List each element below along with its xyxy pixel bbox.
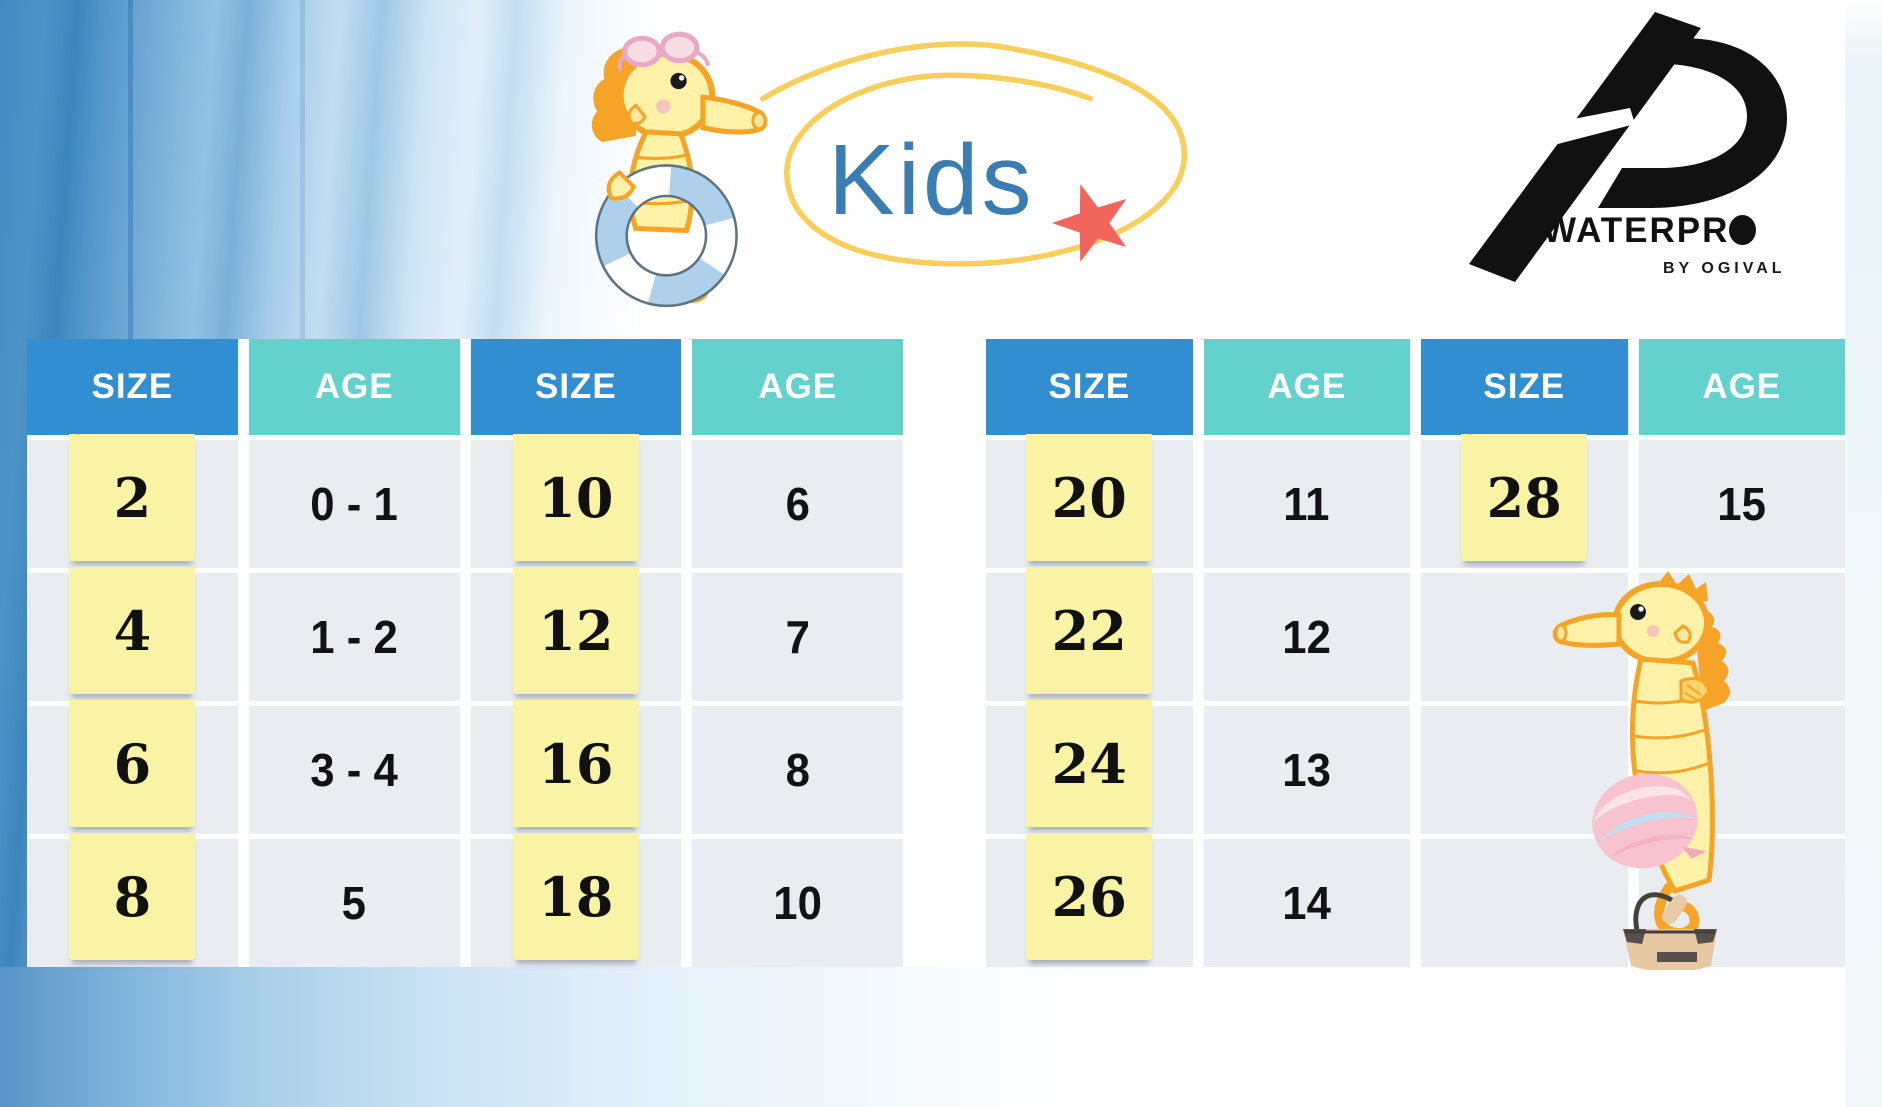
- size-cell: 2: [27, 434, 238, 568]
- header-cell-age: AGE: [1638, 339, 1845, 435]
- goggles-icon: [617, 31, 711, 72]
- age-cell: 6: [692, 440, 903, 568]
- size-cell: 12: [470, 567, 682, 701]
- sticky-note: 20: [1026, 434, 1153, 561]
- age-cell: 11: [1203, 440, 1410, 568]
- header-cell-size: SIZE: [986, 339, 1193, 435]
- age-cell: 7: [692, 573, 903, 701]
- sticky-note: 12: [512, 567, 639, 694]
- sticky-note: 16: [512, 700, 639, 827]
- lightning-p-logo-icon: [1465, 12, 1787, 282]
- sticky-note: 10: [512, 434, 639, 561]
- age-cell: 8: [692, 706, 903, 834]
- size-cell: 22: [986, 567, 1193, 701]
- title-ellipse-doodle: [760, 41, 1187, 267]
- empty-cell: [1421, 839, 1628, 967]
- sticky-note: 26: [1026, 833, 1153, 960]
- brand-name-o-dot: O: [1729, 215, 1757, 245]
- sticky-note: 2: [69, 434, 196, 561]
- age-cell: 12: [1203, 573, 1410, 701]
- sticky-note: 22: [1026, 567, 1153, 694]
- size-cell: 8: [27, 833, 238, 967]
- age-cell: 0 - 1: [248, 440, 460, 568]
- watercolor-background-right-edge: [1845, 0, 1882, 1107]
- shell-icon: [1592, 773, 1707, 869]
- age-cell: 10: [692, 839, 903, 967]
- bucket-icon: [1623, 892, 1717, 970]
- age-cell: 15: [1638, 440, 1845, 568]
- header-cell-age: AGE: [692, 339, 903, 435]
- sticky-note: 24: [1026, 700, 1153, 827]
- size-cell: 26: [986, 833, 1193, 967]
- age-cell: 3 - 4: [248, 706, 460, 834]
- size-cell: 28: [1421, 434, 1628, 568]
- size-cell: 6: [27, 700, 238, 834]
- size-cell: 10: [470, 434, 682, 568]
- header-cell-size: SIZE: [470, 339, 682, 435]
- empty-cell: [1421, 706, 1628, 834]
- age-cell: 1 - 2: [248, 573, 460, 701]
- header-cell-size: SIZE: [1421, 339, 1628, 435]
- brand-byline: BY OGIVAL: [1663, 260, 1786, 277]
- age-cell: 5: [248, 839, 460, 967]
- seahorse-swim-ring-illustration: [591, 31, 768, 308]
- size-cell: 18: [470, 833, 682, 967]
- seahorse-shell-bucket-illustration: [1552, 571, 1730, 970]
- pectoral-fin: [1679, 677, 1711, 704]
- header-cell-age: AGE: [1203, 339, 1410, 435]
- size-cell: 20: [986, 434, 1193, 568]
- watercolor-background-bottom: [0, 967, 1085, 1107]
- sticky-note: 6: [69, 700, 196, 827]
- sticky-note: 8: [69, 833, 196, 960]
- star-icon: [1052, 184, 1127, 262]
- size-cell: 4: [27, 567, 238, 701]
- age-cell: 14: [1203, 839, 1410, 967]
- sticky-note: 4: [69, 567, 196, 694]
- sticky-note: 28: [1461, 434, 1588, 561]
- size-cell: 24: [986, 700, 1193, 834]
- header-cell-size: SIZE: [27, 339, 238, 435]
- brand-name: WATERPRO: [1543, 211, 1815, 251]
- header-cell-age: AGE: [248, 339, 460, 435]
- waterpro-logo: WATERPRO BY OGIVAL: [1455, 8, 1815, 298]
- sticky-note: 18: [512, 833, 639, 960]
- page-title: Kids: [828, 124, 1035, 236]
- size-cell: 16: [470, 700, 682, 834]
- age-cell: 13: [1203, 706, 1410, 834]
- swim-ring-icon: [594, 164, 738, 308]
- size-age-table-left: SIZE AGE SIZE AGE 2 0 - 1 10 6 4 1 - 2 1…: [27, 339, 903, 967]
- brand-name-text: WATERPR: [1543, 211, 1730, 250]
